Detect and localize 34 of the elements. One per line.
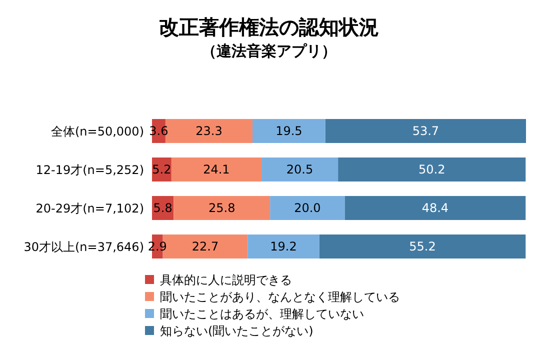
data-label: 20.5 [286, 162, 314, 176]
legend-label: 具体的に人に説明できる [160, 273, 292, 287]
data-label: 19.2 [270, 240, 297, 254]
data-label: 5.8 [153, 201, 172, 215]
bar [344, 196, 526, 220]
data-label: 24.1 [203, 162, 230, 176]
bar [248, 234, 320, 258]
chart-title: 改正著作権法の認知状況 [158, 14, 380, 41]
data-label: 25.8 [208, 201, 236, 215]
data-label: 55.2 [409, 240, 436, 254]
data-label: 19.5 [276, 124, 302, 138]
legend-label: 知らない(聞いたことがない) [160, 324, 314, 338]
y-tick-label: 12-19才(n=5,252) [36, 163, 144, 178]
y-tick-label: 全体(n=50,000) [50, 124, 144, 139]
legend-label: 聞いたことはあるが、理解していない [160, 307, 364, 321]
chart-subtitle: （違法音楽アプリ） [200, 42, 338, 61]
data-label: 50.2 [418, 162, 446, 176]
bar [325, 119, 526, 143]
data-label: 53.7 [412, 124, 440, 138]
bar [261, 158, 338, 182]
bar [270, 196, 345, 220]
y-tick-label: 30才以上(n=37,646) [24, 240, 144, 254]
bar [171, 158, 262, 182]
bar [338, 158, 526, 182]
legend-label: 聞いたことがあり、なんとなく理解している [160, 290, 400, 304]
data-label: 5.2 [152, 162, 172, 176]
bar [252, 119, 326, 143]
data-label: 48.4 [422, 201, 449, 215]
data-label: 20.0 [294, 201, 321, 215]
data-label: 23.3 [196, 124, 222, 138]
data-label: 22.7 [192, 240, 219, 254]
bar [174, 196, 270, 220]
y-tick-label: 20-29才(n=7,102) [36, 202, 144, 216]
bar [319, 234, 526, 258]
